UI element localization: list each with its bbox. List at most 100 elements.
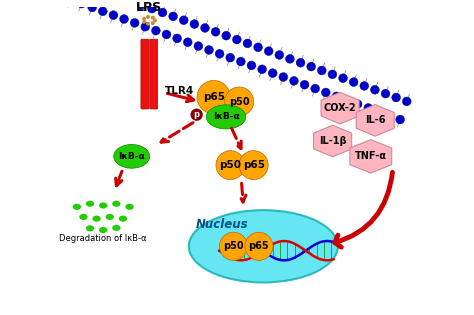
Circle shape	[385, 111, 394, 120]
Polygon shape	[356, 105, 394, 136]
Circle shape	[116, 0, 124, 1]
Circle shape	[353, 100, 362, 108]
Text: IL-1β: IL-1β	[319, 136, 346, 146]
Circle shape	[141, 22, 150, 31]
Circle shape	[142, 17, 146, 21]
Circle shape	[147, 4, 156, 13]
Circle shape	[332, 92, 341, 101]
Circle shape	[183, 38, 192, 47]
Circle shape	[364, 104, 373, 112]
Circle shape	[205, 46, 213, 54]
FancyBboxPatch shape	[141, 39, 149, 109]
Circle shape	[88, 3, 97, 12]
Text: TNF-α: TNF-α	[355, 152, 387, 161]
Circle shape	[201, 24, 210, 32]
Circle shape	[225, 87, 254, 116]
Circle shape	[158, 8, 167, 17]
Polygon shape	[350, 140, 392, 173]
Circle shape	[318, 66, 326, 75]
Text: IκB-α: IκB-α	[213, 112, 239, 121]
Circle shape	[402, 97, 411, 106]
Text: p50: p50	[223, 241, 244, 251]
Circle shape	[152, 26, 160, 35]
Circle shape	[66, 0, 75, 4]
Text: p50: p50	[229, 96, 249, 106]
Circle shape	[374, 107, 383, 116]
Circle shape	[268, 69, 277, 77]
Ellipse shape	[79, 214, 88, 220]
Circle shape	[392, 93, 401, 102]
Circle shape	[211, 27, 220, 36]
Ellipse shape	[99, 227, 107, 233]
Ellipse shape	[112, 225, 120, 231]
Circle shape	[151, 21, 155, 25]
Ellipse shape	[73, 204, 81, 210]
Ellipse shape	[112, 201, 120, 207]
Circle shape	[338, 74, 347, 83]
FancyBboxPatch shape	[150, 39, 157, 109]
FancyArrowPatch shape	[335, 172, 392, 247]
Text: p65: p65	[203, 92, 225, 102]
Circle shape	[343, 96, 351, 105]
Text: IκB-α: IκB-α	[118, 152, 145, 161]
Circle shape	[151, 16, 155, 20]
Circle shape	[396, 115, 404, 124]
Ellipse shape	[189, 210, 338, 283]
Circle shape	[258, 65, 266, 74]
Text: Nucleus: Nucleus	[195, 218, 248, 231]
Circle shape	[349, 78, 358, 86]
Circle shape	[215, 49, 224, 58]
Circle shape	[321, 88, 330, 97]
Circle shape	[109, 11, 118, 20]
Circle shape	[245, 232, 273, 260]
Ellipse shape	[125, 204, 134, 210]
Circle shape	[311, 84, 319, 93]
Circle shape	[153, 18, 157, 22]
Circle shape	[197, 80, 230, 114]
Text: COX-2: COX-2	[324, 103, 356, 113]
Circle shape	[77, 0, 86, 8]
Ellipse shape	[106, 214, 114, 220]
Circle shape	[275, 51, 284, 60]
Ellipse shape	[92, 215, 101, 222]
Circle shape	[216, 151, 245, 180]
Circle shape	[296, 58, 305, 67]
Ellipse shape	[86, 201, 94, 207]
Text: p65: p65	[249, 241, 269, 251]
Circle shape	[119, 14, 128, 23]
Text: Degradation of IκB-α: Degradation of IκB-α	[59, 234, 147, 243]
Circle shape	[169, 12, 177, 21]
Circle shape	[237, 57, 245, 66]
Circle shape	[285, 54, 294, 63]
Circle shape	[360, 82, 369, 90]
Circle shape	[162, 30, 171, 39]
Circle shape	[179, 16, 188, 25]
Text: p: p	[194, 110, 200, 119]
Circle shape	[146, 22, 150, 26]
Circle shape	[239, 151, 268, 180]
Circle shape	[130, 19, 139, 27]
Ellipse shape	[206, 105, 246, 129]
Circle shape	[328, 70, 337, 79]
Circle shape	[194, 42, 203, 50]
Text: IL-6: IL-6	[365, 115, 385, 125]
Circle shape	[300, 80, 309, 89]
Circle shape	[191, 109, 203, 121]
Ellipse shape	[99, 203, 107, 209]
Text: p65: p65	[243, 160, 264, 170]
Text: p50: p50	[219, 160, 241, 170]
Circle shape	[99, 7, 107, 16]
Text: LPS: LPS	[136, 1, 162, 14]
Circle shape	[247, 61, 256, 70]
Circle shape	[126, 0, 135, 5]
Circle shape	[279, 73, 288, 81]
Circle shape	[290, 77, 298, 85]
Circle shape	[137, 0, 146, 9]
Ellipse shape	[86, 225, 94, 232]
Circle shape	[243, 39, 252, 48]
Circle shape	[222, 31, 231, 40]
Text: TLR4: TLR4	[164, 86, 194, 95]
Circle shape	[264, 47, 273, 55]
Circle shape	[142, 20, 146, 24]
Circle shape	[307, 62, 316, 71]
